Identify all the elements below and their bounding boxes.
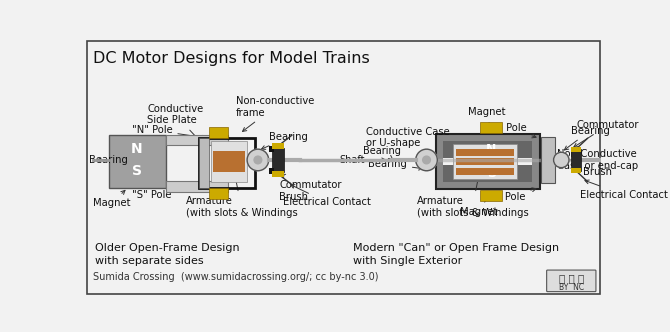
FancyBboxPatch shape [547,270,596,291]
Text: Non-Conductive
Case or end-cap: Non-Conductive Case or end-cap [557,149,638,171]
Bar [480,190,502,201]
Text: Armature
(with slots & Windings: Armature (with slots & Windings [186,164,297,218]
Bar [456,168,513,175]
Text: Commutator: Commutator [574,120,639,147]
Text: "S" Pole: "S" Pole [131,187,206,201]
Text: Bearing: Bearing [564,126,610,150]
Circle shape [254,156,262,164]
Text: Bearing: Bearing [362,146,401,159]
Text: Shaft: Shaft [340,155,386,165]
Bar [213,165,245,172]
Text: Conductive
Side Plate: Conductive Side Plate [147,104,203,142]
Bar [213,151,245,158]
Text: "N" Pole: "N" Pole [131,125,206,139]
Bar [166,134,228,145]
Text: S: S [132,164,142,178]
Bar [213,158,245,165]
Text: N: N [131,142,143,156]
Text: Sumida Crossing  (www.sumidacrossing.org/; cc by-nc 3.0): Sumida Crossing (www.sumidacrossing.org/… [93,272,379,282]
Circle shape [423,156,430,164]
Text: BY  NC: BY NC [559,283,584,291]
Circle shape [416,149,438,171]
Text: Magnet: Magnet [93,190,131,208]
Text: Conductive Case
or U-shape: Conductive Case or U-shape [366,127,450,157]
Bar [166,181,228,192]
Bar [571,168,582,173]
Bar [109,135,166,188]
Text: Brush: Brush [574,167,612,177]
Bar [444,141,532,182]
Text: Non-conductive
frame: Non-conductive frame [236,96,314,131]
Text: Armature
(with slots & Windings: Armature (with slots & Windings [417,164,528,218]
Text: Bearing: Bearing [88,155,127,165]
Text: Magnet: Magnet [460,194,498,217]
Text: Older Open-Frame Design
with separate sides: Older Open-Frame Design with separate si… [94,243,239,266]
Bar [200,138,208,189]
Bar [269,168,274,174]
Text: "N" Pole: "N" Pole [486,123,536,138]
Bar [571,147,582,152]
Text: N: N [486,143,496,156]
Text: "S" Pole: "S" Pole [486,188,536,202]
Bar [208,188,228,199]
Text: Bearing: Bearing [368,159,423,170]
Text: Magnet: Magnet [468,107,506,129]
Bar [269,146,274,152]
Bar [541,137,555,183]
Text: Ⓒ ⓘ Ⓝ: Ⓒ ⓘ Ⓝ [559,274,584,284]
Bar [480,122,502,133]
Bar [211,141,247,182]
Text: Electrical Contact: Electrical Contact [580,180,667,200]
Bar [272,148,284,172]
Bar [272,171,284,177]
Bar [453,144,517,179]
Text: S: S [486,167,496,180]
Circle shape [553,152,569,168]
Text: Modern "Can" or Open Frame Design
with Single Exterior: Modern "Can" or Open Frame Design with S… [353,243,559,266]
Text: DC Motor Designs for Model Trains: DC Motor Designs for Model Trains [93,50,370,66]
Bar [571,149,582,171]
Bar [436,134,540,189]
Bar [208,127,228,138]
Bar [272,143,284,149]
Text: Commutator
Brush: Commutator Brush [279,174,342,202]
Bar [444,141,532,158]
Bar [444,165,532,182]
Bar [456,149,513,156]
Bar [456,158,513,165]
Bar [200,138,255,189]
Text: Electrical Contact: Electrical Contact [283,185,371,207]
Circle shape [247,149,269,171]
Text: Bearing: Bearing [261,132,308,149]
